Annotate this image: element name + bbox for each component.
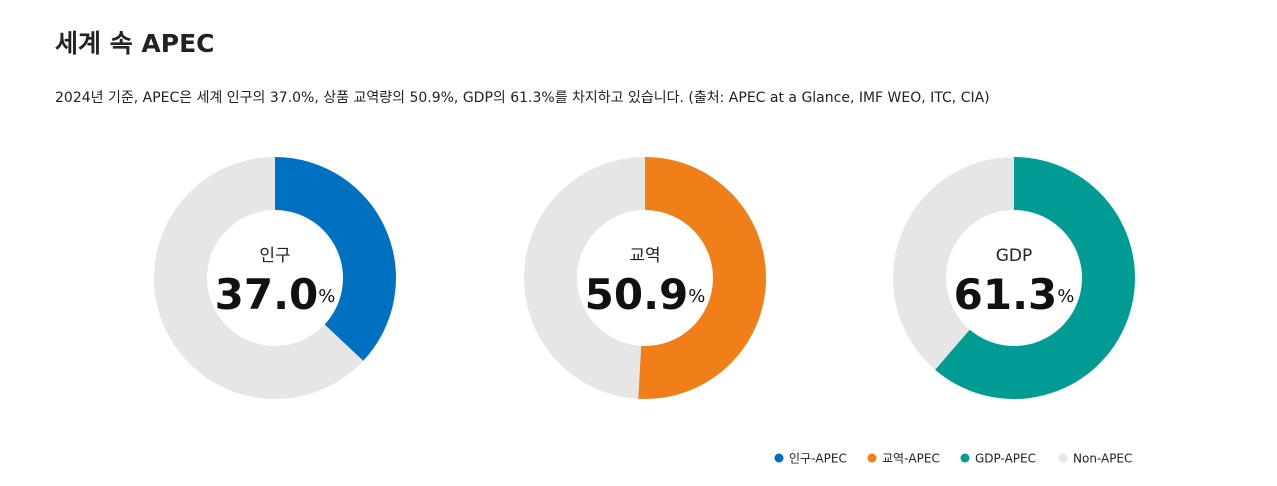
value-label: 37.0 [215,270,319,319]
title: 세계 속 APEC [55,29,215,58]
legend-marker [960,453,970,463]
value-label: 50.9 [585,270,689,319]
center-value: 37.0% [215,270,336,319]
center-title: GDP [996,246,1033,266]
value-unit: % [318,286,335,307]
center-title: 교역 [629,246,660,266]
legend-label: 인구-APEC [789,452,847,466]
legend-marker [1058,453,1068,463]
donut-segment [275,157,396,361]
donut-segment [153,157,364,399]
legend-label: GDP-APEC [975,452,1036,466]
center-value: 61.3% [954,270,1075,319]
center-title: 인구 [259,246,290,266]
value-unit: % [688,286,705,307]
legend-label: 교역-APEC [882,452,940,466]
donut-segment [638,157,767,400]
donut-segment [524,157,645,399]
value-label: 61.3 [954,270,1058,319]
subtitle: 2024년 기준, APEC은 세계 인구의 37.0%, 상품 교역량의 50… [55,90,990,106]
legend-marker [867,453,877,463]
legend-label: Non-APEC [1073,452,1132,466]
donut-segment [935,157,1135,399]
center-value: 50.9% [585,270,706,319]
value-unit: % [1057,286,1074,307]
legend-marker [774,453,784,463]
donut-segment [892,157,1014,370]
